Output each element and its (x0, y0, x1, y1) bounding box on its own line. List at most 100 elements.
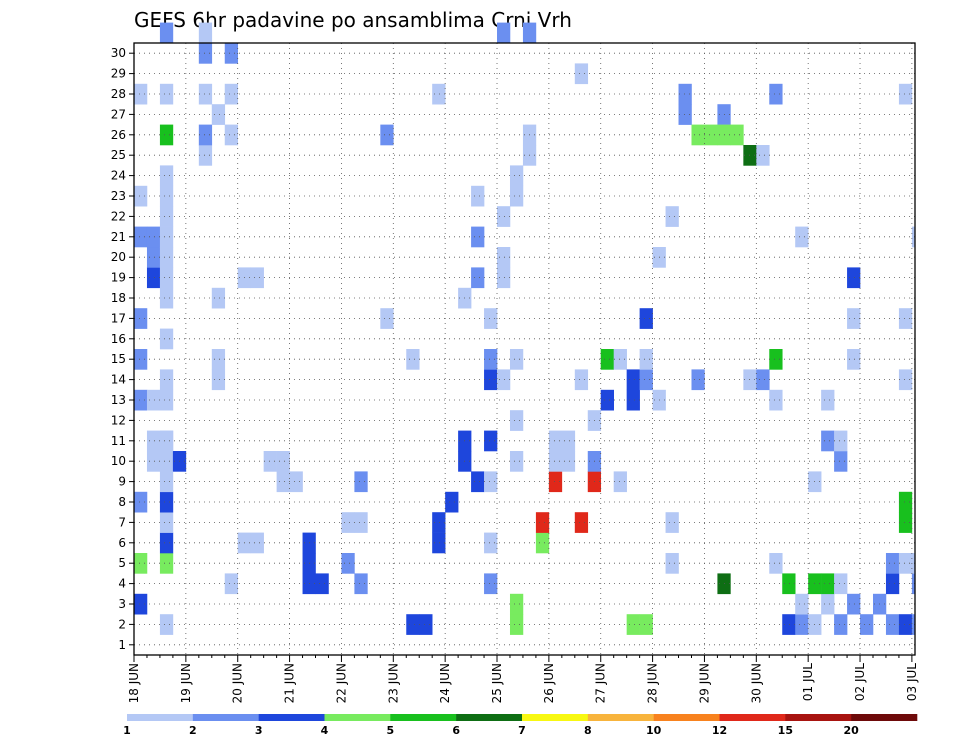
heatmap-cell-151 (769, 83, 783, 105)
heatmap-cell-125 (626, 614, 640, 635)
heatmap-cell-17 (146, 226, 161, 248)
y-tick-label-13: 13 (111, 393, 126, 407)
heatmap-cell-147 (756, 145, 770, 166)
x-tick-label-9: 27 JUN (594, 663, 608, 703)
y-tick-label-20: 20 (111, 250, 126, 264)
heatmap-cell-136 (678, 83, 692, 105)
y-tick-label-18: 18 (111, 291, 126, 305)
y-tick-label-2: 2 (118, 617, 126, 631)
x-tick-label-3: 21 JUN (283, 663, 297, 703)
heatmap-cell-65 (354, 573, 368, 595)
x-axis-ticks: 18 JUN 19 JUN 20 JUN 21 JUN 22 JUN 23 JUN 24 J… (127, 655, 919, 703)
y-tick-label-3: 3 (118, 597, 126, 611)
heatmap-cell-16 (146, 247, 161, 268)
heatmap-cell-71 (406, 349, 420, 370)
y-tick-label-26: 26 (111, 128, 126, 142)
heatmap-cell-112 (561, 430, 576, 452)
colorbar-label-7: 7 (518, 724, 526, 737)
heatmap-cell-111 (561, 451, 576, 472)
colorbar-swatch-2 (258, 714, 325, 721)
heatmap-cell-30 (159, 247, 174, 268)
colorbar-swatch-0 (127, 714, 194, 721)
x-tick-label-1: 19 JUN (179, 663, 193, 703)
heatmap-cell-20 (159, 532, 174, 554)
heatmap-cell-92 (497, 267, 511, 289)
colorbar-label-4: 4 (321, 724, 329, 737)
heatmap-cell-165 (834, 451, 848, 472)
heatmap-cell-129 (639, 349, 653, 370)
colorbar-swatch-8 (653, 714, 720, 721)
heatmap-cell-42 (198, 22, 213, 44)
x-tick-label-8: 26 JUN (542, 663, 556, 703)
heatmap-cell-40 (198, 83, 213, 105)
heatmap-cell-35 (159, 124, 174, 146)
y-tick-label-24: 24 (111, 169, 126, 183)
heatmap-cell-2 (159, 451, 174, 472)
heatmap-cell-113 (574, 369, 589, 391)
colorbar-label-2: 2 (189, 724, 197, 737)
heatmap-cell-44 (211, 349, 226, 370)
y-tick-label-12: 12 (111, 413, 126, 427)
heatmap-cell-54 (250, 267, 264, 289)
heatmap-cell-81 (471, 267, 485, 289)
y-tick-label-10: 10 (111, 454, 126, 468)
heatmap-cell-46 (211, 104, 226, 125)
y-tick-label-5: 5 (118, 556, 126, 570)
heatmap-cell-170 (847, 267, 861, 289)
heatmap-cell-69 (380, 308, 394, 329)
heatmap-cell-180 (898, 491, 913, 513)
heatmap-cell-181 (898, 369, 913, 391)
heatmap-cell-102 (509, 614, 524, 635)
heatmap-cell-1 (146, 430, 161, 452)
y-tick-label-21: 21 (111, 230, 126, 244)
heatmap-cell-108 (548, 471, 563, 493)
heatmap-cell-95 (497, 22, 511, 44)
heatmap-cell-68 (380, 124, 394, 146)
colorbar-label-5: 5 (387, 724, 395, 737)
heatmap-cell-103 (522, 22, 537, 44)
heatmap-cell-19 (159, 553, 174, 574)
heatmap-cell-109 (548, 451, 563, 472)
heatmap-cell-149 (769, 389, 783, 411)
heatmap-cell-38 (198, 145, 213, 166)
heatmap-cell-168 (847, 349, 861, 370)
heatmap-cell-76 (445, 491, 459, 513)
heatmap-cell-153 (795, 226, 809, 248)
heatmap-cell-94 (497, 206, 511, 227)
heatmap-cell-124 (626, 369, 640, 391)
heatmap-cell-143 (730, 124, 744, 146)
heatmap-cell-163 (821, 389, 835, 411)
grid-lines (133, 43, 915, 655)
heatmap-cell-132 (665, 553, 679, 574)
heatmap-cell-182 (898, 308, 913, 329)
heatmap-cell-62 (315, 573, 329, 595)
heatmap-cell-84 (484, 532, 498, 554)
heatmap-cell-175 (885, 573, 900, 595)
colorbar-swatch-3 (324, 714, 391, 721)
heatmap-cell-36 (159, 83, 174, 105)
heatmap-cell-187 (911, 553, 916, 574)
heatmap-cell-27 (159, 328, 174, 350)
y-tick-label-9: 9 (118, 475, 126, 489)
heatmap-cell-73 (432, 532, 446, 554)
heatmap-cell-45 (211, 287, 226, 309)
y-tick-label-16: 16 (111, 332, 126, 346)
heatmap-cell-86 (484, 471, 498, 493)
colorbar-label-3: 3 (255, 724, 263, 737)
heatmap-cell-110 (548, 430, 563, 452)
x-tick-label-14: 02 JUL (853, 663, 867, 701)
heatmap-cell-29 (159, 267, 174, 289)
heatmap-cell-139 (704, 124, 718, 146)
y-tick-label-29: 29 (111, 67, 126, 81)
heatmap-cell-121 (613, 471, 627, 493)
heatmap-cell-93 (497, 247, 511, 268)
heatmap-cell-148 (769, 553, 783, 574)
colorbar-swatch-4 (390, 714, 457, 721)
heatmap-cell-176 (885, 553, 900, 574)
x-tick-label-5: 23 JUN (386, 663, 400, 703)
heatmap-cell-26 (159, 369, 174, 391)
heatmap-cell-97 (509, 410, 524, 431)
heatmap-cell-152 (782, 573, 796, 595)
heatmap-cell-8 (134, 389, 148, 411)
heatmap-cell-177 (898, 614, 913, 635)
